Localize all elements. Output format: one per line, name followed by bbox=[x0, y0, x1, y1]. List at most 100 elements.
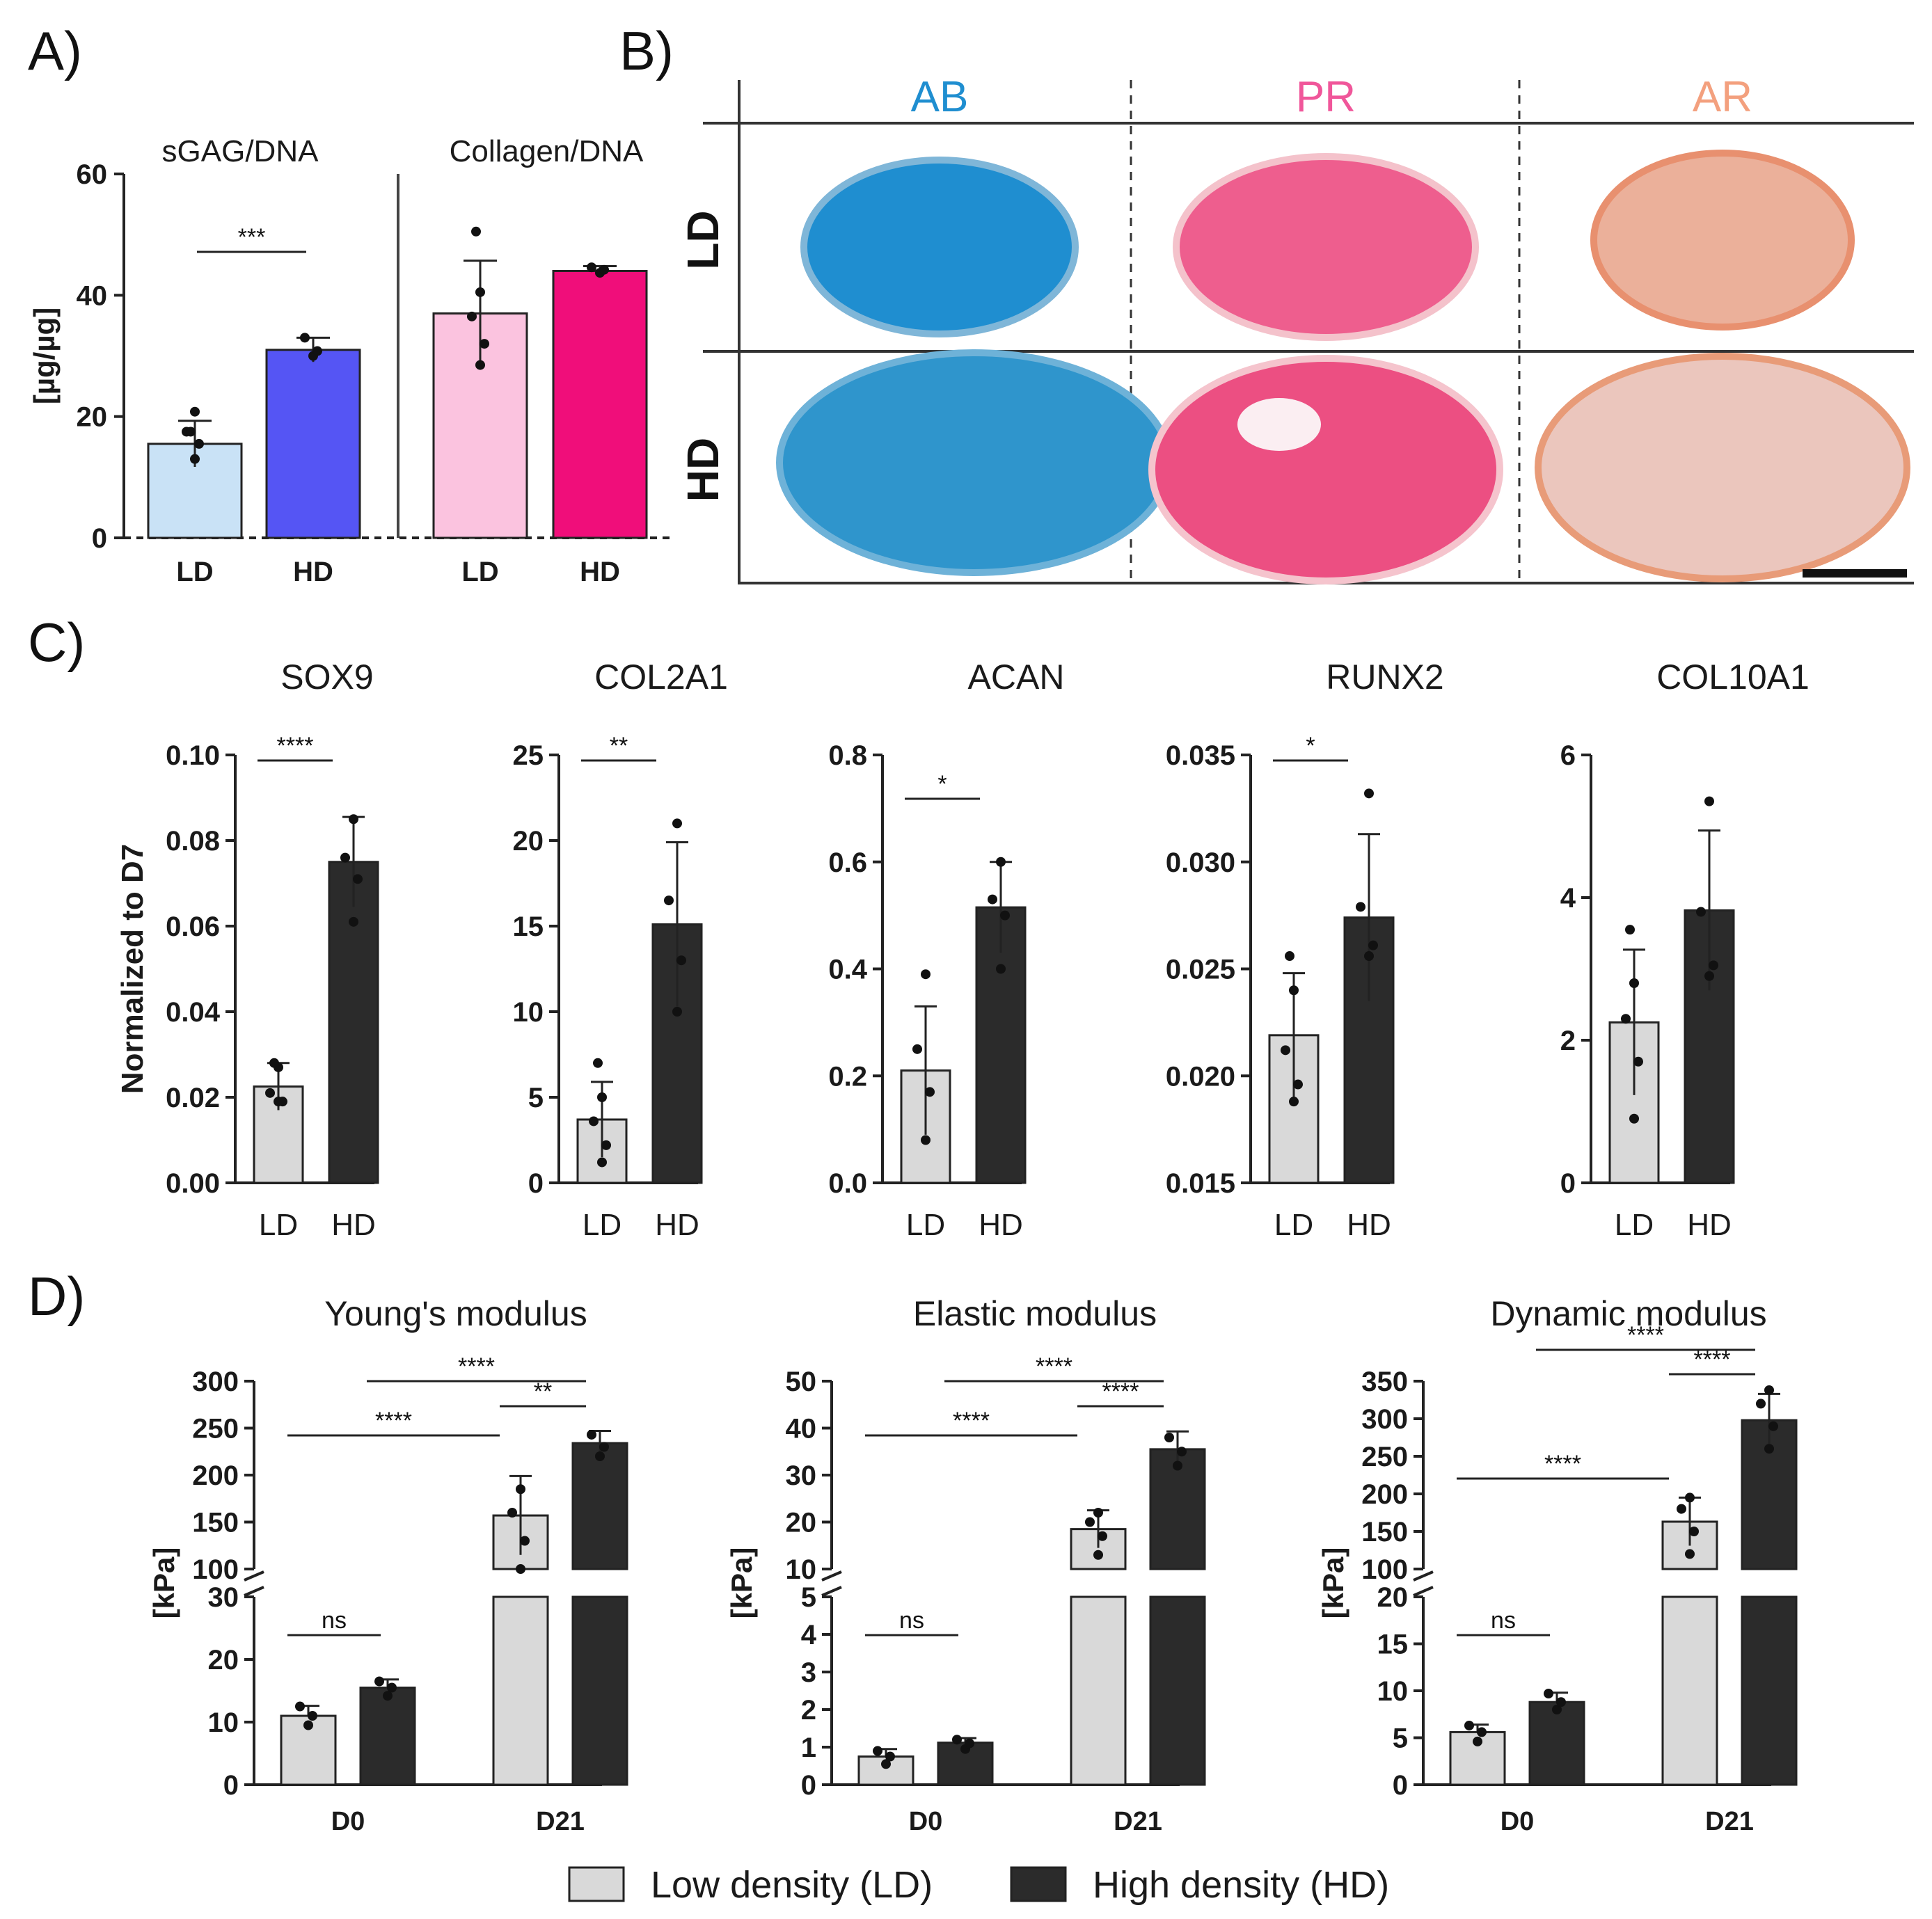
y-tick-label: 200 bbox=[192, 1460, 239, 1491]
y-tick-label: 5 bbox=[801, 1582, 816, 1613]
x-tick-label: LD bbox=[176, 557, 213, 587]
hd-hd-significance: **** bbox=[1627, 1322, 1664, 1348]
axis-break-mark bbox=[244, 1586, 264, 1597]
x-tick-label: LD bbox=[259, 1208, 298, 1242]
bar-point bbox=[1093, 1550, 1103, 1560]
c-significance: * bbox=[1306, 733, 1315, 759]
bar-point bbox=[507, 1508, 517, 1518]
y-tick-label: 15 bbox=[513, 911, 544, 942]
ld-ld-significance: **** bbox=[375, 1408, 412, 1434]
bar-d21-ld-lower bbox=[492, 1595, 549, 1786]
y-tick-label: 40 bbox=[77, 280, 108, 311]
bar-point bbox=[1764, 1385, 1774, 1395]
x-tick-label: D0 bbox=[1501, 1807, 1535, 1836]
section-defect bbox=[1237, 398, 1321, 451]
bar-point bbox=[1281, 1045, 1290, 1056]
bar-point bbox=[587, 262, 596, 273]
bar-point bbox=[1093, 1508, 1103, 1518]
bar-point bbox=[1621, 1014, 1631, 1024]
bar-point bbox=[1293, 1079, 1303, 1090]
y-tick-label: 20 bbox=[1377, 1582, 1409, 1613]
bar-d21-hd-lower bbox=[571, 1595, 628, 1786]
bar-point bbox=[1685, 1549, 1695, 1559]
bar-point bbox=[672, 818, 682, 829]
y-tick-label: 300 bbox=[1361, 1404, 1408, 1435]
subplot-title: COL10A1 bbox=[1656, 658, 1810, 696]
bar-point bbox=[312, 346, 322, 356]
bar-point bbox=[353, 874, 363, 884]
y-tick-label: 50 bbox=[786, 1367, 817, 1397]
bar-point bbox=[599, 264, 609, 275]
subplot-title: Elastic modulus bbox=[913, 1294, 1157, 1333]
y-axis-label: [µg/µg] bbox=[28, 308, 61, 404]
bar-point bbox=[593, 1058, 603, 1068]
bar-point bbox=[383, 1691, 393, 1701]
y-tick-label: 0.8 bbox=[828, 740, 867, 771]
row-label-ld: LD bbox=[678, 210, 728, 269]
bar-point bbox=[672, 1007, 682, 1017]
y-tick-label: 0.08 bbox=[166, 826, 220, 857]
y-tick-label: 10 bbox=[208, 1707, 239, 1738]
y-tick-label: 5 bbox=[528, 1083, 544, 1113]
ld-hd-significance: **** bbox=[1694, 1346, 1731, 1373]
x-tick-label: D21 bbox=[1705, 1807, 1754, 1836]
y-tick-label: 4 bbox=[801, 1620, 817, 1650]
ld-hd-significance: ** bbox=[534, 1378, 552, 1405]
panel-label: A) bbox=[28, 20, 82, 81]
bar-point bbox=[1704, 971, 1714, 981]
x-tick-label: HD bbox=[293, 557, 333, 587]
y-tick-label: 0.025 bbox=[1166, 955, 1235, 985]
y-tick-label: 0 bbox=[1393, 1770, 1408, 1801]
subplot-title: RUNX2 bbox=[1326, 658, 1443, 696]
y-tick-label: 2 bbox=[801, 1695, 816, 1726]
bar-point bbox=[186, 427, 196, 437]
d0-significance: ns bbox=[899, 1607, 924, 1634]
bar-point bbox=[516, 1484, 525, 1495]
bar-point bbox=[295, 1701, 305, 1712]
y-tick-label: 10 bbox=[786, 1554, 817, 1585]
x-tick-label: D0 bbox=[331, 1807, 365, 1836]
y-tick-label: 40 bbox=[786, 1414, 817, 1444]
bar-point bbox=[1289, 1097, 1299, 1107]
bar-point bbox=[303, 1720, 313, 1730]
bar-point bbox=[1164, 1433, 1174, 1442]
legend-swatch-hd bbox=[1010, 1866, 1067, 1902]
c-significance: ** bbox=[610, 733, 628, 759]
a-significance: *** bbox=[238, 224, 266, 250]
y-tick-label: 150 bbox=[192, 1508, 239, 1538]
bar-point bbox=[873, 1746, 882, 1756]
y-tick-label: 3 bbox=[801, 1657, 816, 1688]
bar-point bbox=[1098, 1531, 1107, 1541]
bar-point bbox=[881, 1759, 891, 1769]
y-tick-label: 0.02 bbox=[166, 1083, 220, 1113]
legend-label-ld: Low density (LD) bbox=[651, 1864, 933, 1906]
subplot-runx2: RUNX2 0.015 0.020 0.025 0.030 0.035 LD HD * bbox=[1166, 658, 1444, 1242]
y-tick-label: 100 bbox=[1361, 1554, 1408, 1585]
bar-point bbox=[1768, 1421, 1778, 1431]
bar-d21-ld-lower bbox=[1661, 1595, 1718, 1786]
bar-point bbox=[921, 1135, 931, 1145]
bar-d21-hd-upper bbox=[571, 1442, 628, 1570]
y-tick-label: 20 bbox=[786, 1508, 817, 1538]
x-tick-label: HD bbox=[1347, 1208, 1391, 1242]
bar-point bbox=[269, 1058, 279, 1068]
panel-label: B) bbox=[619, 20, 674, 81]
bar-point bbox=[480, 339, 489, 349]
bar-point bbox=[676, 955, 686, 966]
bar-point bbox=[1552, 1705, 1562, 1714]
legend-swatch-ld bbox=[568, 1866, 625, 1902]
bar-point bbox=[1629, 1113, 1639, 1124]
histology-section-ld-ar bbox=[1590, 150, 1855, 331]
y-tick-label: 20 bbox=[77, 402, 108, 433]
bar-point bbox=[1173, 1460, 1182, 1471]
bar-point bbox=[1364, 951, 1374, 962]
group-title: Collagen/DNA bbox=[450, 134, 644, 168]
subplot-title: COL2A1 bbox=[594, 658, 728, 696]
bar-point bbox=[1629, 978, 1639, 988]
bar-hd bbox=[552, 269, 648, 539]
y-tick-label: 30 bbox=[208, 1582, 239, 1613]
y-tick-label: 10 bbox=[513, 997, 544, 1028]
y-tick-label: 2 bbox=[1560, 1026, 1576, 1056]
subplot-title: ACAN bbox=[968, 658, 1065, 696]
bar-point bbox=[1368, 940, 1378, 950]
